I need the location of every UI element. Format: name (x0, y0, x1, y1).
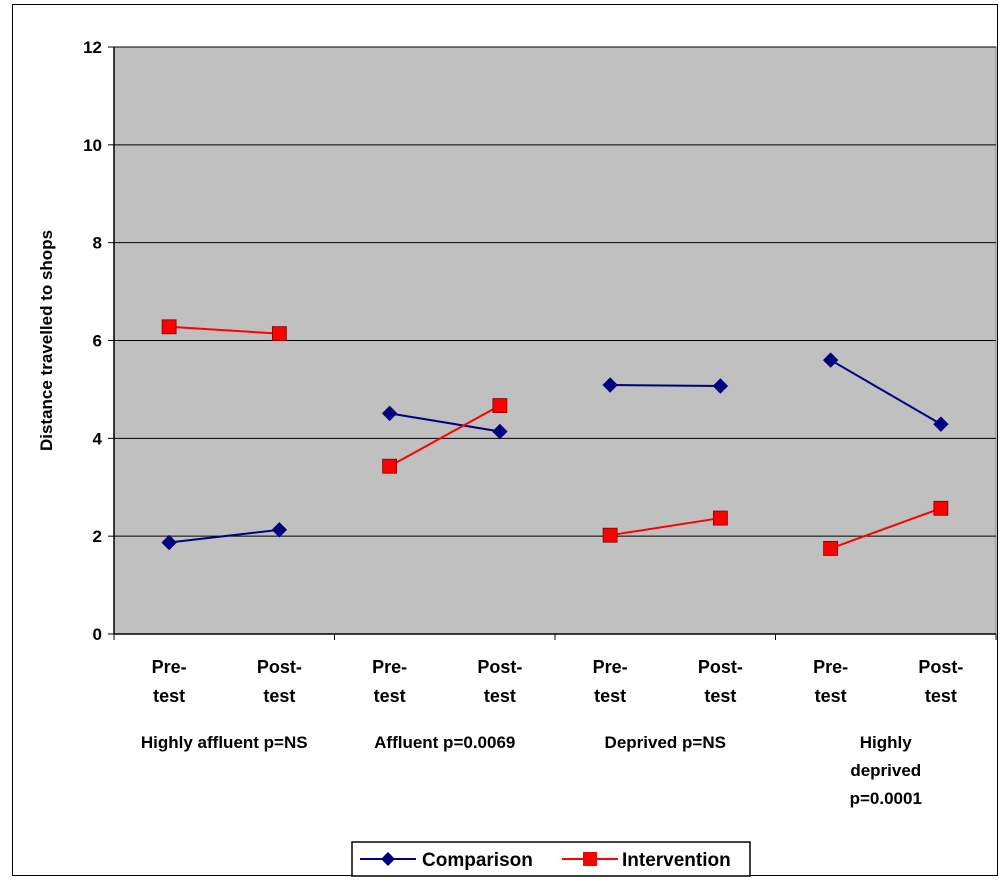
x-tick-label: Pre- (372, 657, 407, 677)
square-icon (583, 852, 597, 866)
comparison-line (169, 528, 280, 544)
intervention-line (389, 404, 501, 468)
intervention-point (382, 458, 398, 474)
comparison-point (712, 378, 729, 394)
y-tick-label: 0 (93, 625, 102, 644)
x-tick-label: Post- (698, 657, 743, 677)
y-axis-label: Distance travelled to shops (37, 230, 56, 451)
comparison-point (602, 377, 618, 393)
comparison-point (822, 352, 839, 368)
x-tick-label: Post- (918, 657, 963, 677)
x-tick-label: Post- (257, 657, 302, 677)
x-tick-label: test (153, 686, 185, 706)
group-label: Highly affluent p=NS (141, 733, 308, 752)
group-label: p=0.0001 (850, 789, 922, 808)
y-tick-label: 8 (93, 234, 102, 253)
intervention-point (823, 540, 839, 556)
x-tick-label: Pre- (593, 657, 628, 677)
x-tick-label: test (815, 686, 847, 706)
legend-label-intervention: Intervention (622, 850, 731, 871)
x-tick-label: Pre- (813, 657, 848, 677)
x-tick-label: test (704, 686, 736, 706)
y-tick-label: 6 (93, 332, 102, 351)
x-tick-label: Pre- (152, 657, 187, 677)
y-tick-label: 12 (83, 38, 102, 57)
comparison-point (381, 405, 398, 422)
intervention-point (161, 319, 177, 335)
comparison-line (830, 359, 942, 426)
intervention-point (271, 326, 287, 342)
x-tick-label: test (484, 686, 516, 706)
comparison-line (389, 412, 501, 433)
group-label: deprived (850, 761, 921, 780)
y-tick-label: 2 (93, 527, 102, 546)
legend (351, 841, 751, 877)
comparison-point (161, 534, 177, 551)
intervention-line (609, 517, 721, 537)
intervention-point (933, 500, 949, 516)
group-label: Deprived p=NS (605, 733, 726, 752)
y-tick-label: 10 (83, 136, 102, 155)
group-label: Affluent p=0.0069 (374, 733, 515, 752)
y-tick-label: 4 (93, 429, 103, 448)
x-tick-label: test (594, 686, 626, 706)
intervention-line (169, 325, 280, 335)
intervention-point (602, 527, 618, 543)
intervention-line (830, 507, 942, 550)
diamond-icon (381, 852, 395, 866)
intervention-point (712, 510, 728, 526)
group-label: Highly (860, 733, 912, 752)
comparison-line (610, 384, 721, 387)
x-tick-label: test (925, 686, 957, 706)
legend-label-comparison: Comparison (422, 850, 533, 871)
x-tick-label: test (374, 686, 406, 706)
comparison-point (271, 522, 288, 538)
comparison-point (933, 416, 949, 432)
intervention-point (492, 398, 508, 413)
x-tick-label: Post- (477, 657, 522, 677)
x-tick-label: test (263, 686, 295, 706)
comparison-point (492, 423, 508, 440)
